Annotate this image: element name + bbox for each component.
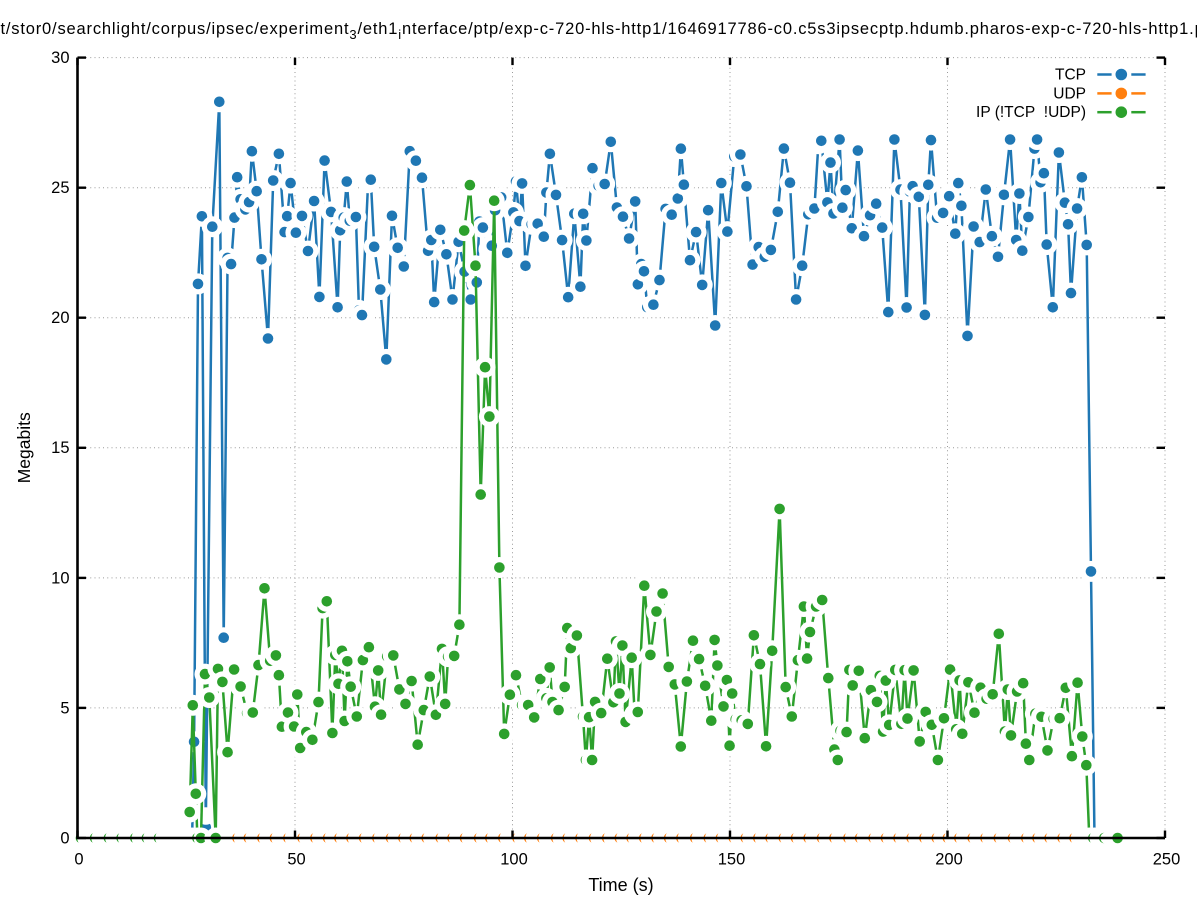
svg-text:50: 50 — [287, 851, 305, 869]
svg-text:200: 200 — [935, 851, 963, 869]
svg-text:Time (s): Time (s) — [588, 875, 653, 895]
svg-text:15: 15 — [51, 439, 69, 457]
svg-text:10: 10 — [51, 569, 69, 587]
svg-text:5: 5 — [60, 699, 69, 717]
svg-text:0: 0 — [60, 829, 69, 847]
svg-text:Megabits: Megabits — [14, 412, 34, 483]
svg-text:25: 25 — [51, 179, 69, 197]
svg-text:30: 30 — [51, 49, 69, 67]
svg-text:0: 0 — [74, 851, 83, 869]
svg-text:TCP: TCP — [1055, 67, 1086, 84]
svg-text:UDP: UDP — [1053, 85, 1086, 102]
svg-text:250: 250 — [1153, 851, 1181, 869]
svg-text:100: 100 — [500, 851, 528, 869]
svg-text:150: 150 — [718, 851, 746, 869]
svg-text:/mnt/stor0/searchlight/corpus/: /mnt/stor0/searchlight/corpus/ipsec/expe… — [0, 20, 1197, 42]
svg-text:IP (!TCP !UDP): IP (!TCP !UDP) — [976, 104, 1086, 121]
svg-text:20: 20 — [51, 309, 69, 327]
